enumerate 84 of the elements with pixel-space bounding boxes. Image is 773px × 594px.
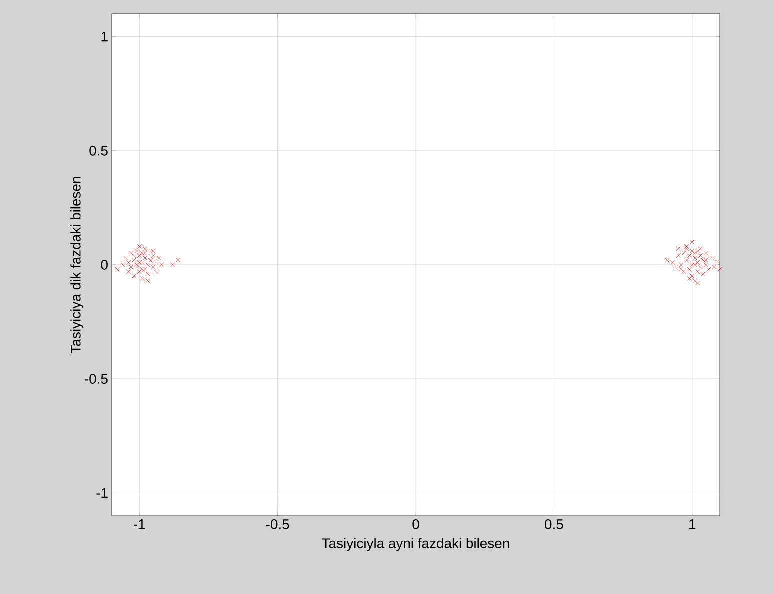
point [704,258,709,263]
point [146,272,150,276]
point [126,260,131,266]
point [698,254,703,258]
point [124,256,128,260]
point [704,251,709,256]
point [701,272,706,276]
point [701,258,706,263]
point [687,254,692,258]
point [706,267,712,272]
y-tick-label: -1 [96,488,108,498]
x-tick-label: -0.5 [266,520,290,530]
point [698,264,703,270]
point [704,262,709,268]
point [154,270,159,274]
point [682,251,686,256]
point [151,264,156,270]
point [140,251,145,256]
point [120,262,126,268]
point [176,258,181,263]
point [142,256,148,260]
point [709,256,714,260]
x-tick-label: 1 [690,520,696,530]
point [140,260,145,266]
point [678,262,684,268]
point [142,267,148,272]
point [684,246,690,252]
point [156,256,162,260]
point [684,244,690,250]
point [148,248,154,254]
point [159,262,164,268]
point [690,262,695,268]
point [692,251,698,256]
point [690,240,695,244]
point [126,270,131,274]
point [151,254,156,258]
y-axis-title: Tasiyiciya dik fazdaki bilesen [70,177,84,354]
point [170,262,176,268]
point [696,280,700,286]
x-tick-label: 0.5 [545,520,564,530]
point [132,274,136,279]
point [696,270,700,274]
point [687,276,692,282]
y-tick-label: 1 [102,32,108,42]
point [684,258,690,263]
point [676,254,681,258]
x-tick-label: -1 [134,520,146,530]
point [670,260,676,266]
point [687,267,692,272]
point [132,258,136,263]
point [718,267,722,272]
point [692,278,698,284]
x-tick-label: 0 [412,520,420,530]
point [673,264,678,270]
point [678,267,684,272]
point [665,258,670,263]
point [682,270,686,274]
y-tick-label: -0.5 [85,374,108,384]
point [712,264,717,270]
point [690,274,695,279]
point [146,262,150,268]
point [698,246,703,252]
x-axis-title: Tasiyiciyla ayni fazdaki bilesen [322,538,510,552]
point [714,260,720,266]
point [137,270,142,274]
y-tick-label: 0 [101,260,108,270]
point [115,267,120,272]
point [137,260,142,266]
point [692,256,698,260]
point [140,267,145,272]
point [142,246,148,252]
point [137,244,142,250]
point [134,248,140,254]
point [154,260,159,266]
point [146,278,150,284]
y-tick-label: 0.5 [90,146,108,156]
point [151,248,156,254]
point [142,251,148,256]
point [129,251,134,256]
point [676,246,681,252]
point [140,276,145,282]
point [134,262,140,268]
point [692,262,698,268]
point [696,260,700,266]
